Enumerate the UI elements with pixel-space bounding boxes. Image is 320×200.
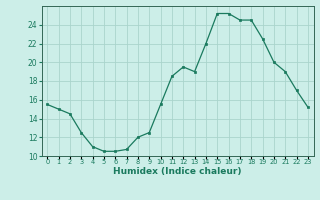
X-axis label: Humidex (Indice chaleur): Humidex (Indice chaleur) bbox=[113, 167, 242, 176]
